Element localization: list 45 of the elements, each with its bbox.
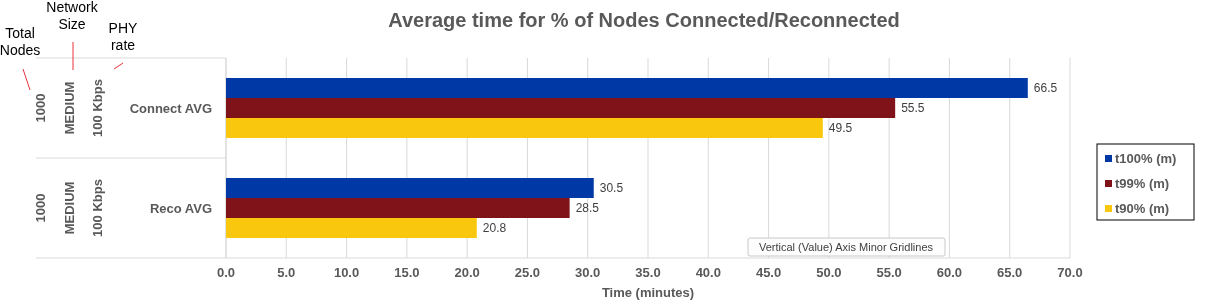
data-label: 66.5: [1033, 81, 1058, 95]
text: 1000: [33, 93, 48, 123]
x-tick-label: 70.0: [1057, 265, 1083, 280]
data-label: 30.5: [599, 181, 624, 195]
x-tick-label: 15.0: [394, 265, 420, 280]
text: Network Size: [46, 0, 99, 32]
x-tick-label: 20.0: [454, 265, 480, 280]
legend-label: t99% (m): [1115, 176, 1170, 191]
y-tick-label: Connect AVG: [129, 101, 212, 116]
x-axis-title: Time (minutes): [601, 285, 695, 300]
text: 1000: [33, 193, 48, 223]
data-label: 20.8: [482, 221, 507, 235]
x-tick-label: 0.0: [216, 265, 236, 280]
x-tick-label: 65.0: [997, 265, 1023, 280]
bar: [226, 118, 823, 138]
tooltip-box: Vertical (Value) Axis Minor Gridlines: [747, 237, 946, 257]
x-tick-label: 25.0: [514, 265, 541, 280]
bar: [226, 178, 594, 198]
annotation: Vertical (Value) Axis Minor Gridlines: [758, 241, 934, 253]
x-tick-label: 60.0: [936, 265, 963, 280]
text: 100 Kbps: [90, 79, 105, 137]
data-label: 55.5: [901, 101, 925, 115]
chart-title: Average time for % of Nodes Connected/Reconnected: [388, 9, 900, 31]
legend-label: t90% (m): [1115, 201, 1170, 216]
x-tick-label: 55.0: [876, 265, 902, 280]
legend-label: t100% (m): [1115, 151, 1177, 166]
x-tick-label: 5.0: [277, 265, 296, 280]
bar: [226, 218, 477, 238]
y-tick-label: Reco AVG: [149, 201, 212, 216]
text: 100 Kbps: [90, 179, 105, 237]
bar: [226, 78, 1028, 98]
x-tick-label: 40.0: [695, 265, 721, 280]
bar: [226, 98, 896, 118]
text: MEDIUM: [62, 181, 77, 235]
data-label: 28.5: [575, 201, 600, 215]
x-tick-label: 50.0: [816, 265, 842, 280]
data-label: 49.5: [828, 121, 853, 135]
bar: [226, 198, 570, 218]
text: Total Nodes: [0, 25, 41, 58]
x-tick-label: 45.0: [755, 265, 782, 280]
x-tick-label: 35.0: [635, 265, 661, 280]
x-tick-label: 30.0: [575, 265, 601, 280]
text: PHY rate: [108, 20, 139, 53]
text: MEDIUM: [62, 81, 77, 135]
x-tick-label: 10.0: [333, 265, 360, 280]
